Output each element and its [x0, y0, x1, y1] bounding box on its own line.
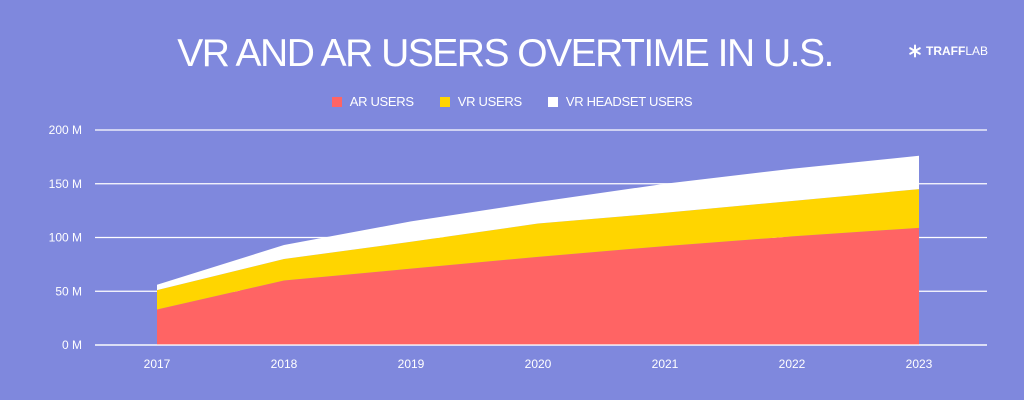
y-tick-label: 100 M: [49, 231, 82, 245]
area-series-vr-users: [157, 189, 919, 310]
legend-swatch-headset: [547, 96, 558, 107]
legend-label-headset: VR HEADSET USERS: [565, 94, 693, 109]
y-tick-label: 50 M: [55, 284, 82, 298]
legend-swatch-vr: [439, 96, 450, 107]
brand-logo: TRAFFLAB: [908, 44, 988, 58]
trafflab-logo-icon: [908, 44, 922, 58]
legend: AR USERS VR USERS VR HEADSET USERS: [0, 94, 1024, 109]
brand-name-light: LAB: [965, 44, 988, 58]
y-tick-label: 150 M: [49, 177, 82, 191]
legend-label-vr: VR USERS: [457, 94, 522, 109]
x-tick-label: 2022: [779, 357, 806, 371]
legend-label-ar: AR USERS: [349, 94, 414, 109]
y-tick-label: 200 M: [49, 123, 82, 137]
x-tick-label: 2023: [906, 357, 933, 371]
x-tick-label: 2017: [144, 357, 171, 371]
chart-title: VR AND AR USERS OVERTIME IN U.S.: [177, 32, 834, 75]
x-tick-label: 2018: [271, 357, 298, 371]
legend-item-ar[interactable]: AR USERS: [331, 94, 414, 109]
x-tick-label: 2020: [525, 357, 552, 371]
legend-item-vr[interactable]: VR USERS: [439, 94, 522, 109]
y-tick-label: 0 M: [62, 338, 82, 352]
area-series-vr-headset-users: [157, 155, 919, 291]
legend-item-headset[interactable]: VR HEADSET USERS: [547, 94, 693, 109]
x-tick-label: 2021: [652, 357, 679, 371]
brand-name-strong: TRAFF: [925, 44, 966, 58]
area-series-ar-users: [157, 227, 919, 345]
x-tick-label: 2019: [398, 357, 425, 371]
legend-swatch-ar: [331, 96, 342, 107]
